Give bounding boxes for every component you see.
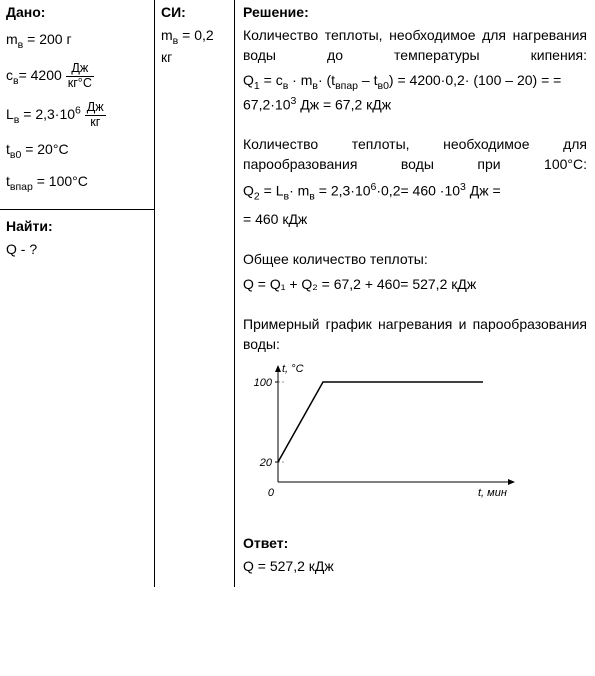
answer-block: Ответ: Q = 527,2 кДж — [243, 535, 587, 577]
find-header: Найти: — [6, 218, 148, 234]
paragraph-4: Примерный график нагревания и парообразо… — [243, 315, 587, 354]
c-fraction: Джкг°С — [66, 62, 94, 91]
svg-text:0: 0 — [268, 487, 275, 499]
find-q: Q - ? — [6, 240, 148, 260]
find-block: Найти: Q - ? — [0, 210, 154, 274]
equation-q2: Q2 = Lв· mв = 2,3·106·0,2= 460 ·103 Дж = — [243, 180, 587, 204]
answer-header: Ответ: — [243, 535, 587, 551]
equation-q1: Q1 = cв · mв· (tвпар – tв0) = 4200·0,2· … — [243, 71, 587, 115]
svg-text:20: 20 — [259, 457, 273, 469]
equation-q-total: Q = Q₁ + Q₂ = 67,2 + 460= 527,2 кДж — [243, 275, 587, 295]
given-mass: mв = 200 г — [6, 30, 148, 52]
given-t0: tв0 = 20°C — [6, 140, 148, 162]
given-L: Lв = 2,3·106 Джкг — [6, 101, 148, 130]
si-mass: mв = 0,2 кг — [161, 26, 228, 68]
svg-text:t, мин: t, мин — [478, 487, 507, 499]
given-header: Дано: — [6, 4, 148, 20]
L-fraction: Джкг — [85, 101, 106, 130]
svg-text:100: 100 — [254, 377, 273, 389]
paragraph-1: Количество теплоты, необходимое для нагр… — [243, 26, 587, 65]
solution-layout: Дано: mв = 200 г cв= 4200 Джкг°С Lв = 2,… — [0, 0, 595, 587]
equation-q2b: = 460 кДж — [243, 210, 587, 230]
heating-chart: t, °C t, мин 0 100 20 — [243, 362, 587, 515]
si-header: СИ: — [161, 4, 228, 20]
left-column: Дано: mв = 200 г cв= 4200 Джкг°С Lв = 2,… — [0, 0, 155, 587]
paragraph-2: Количество теплоты, необходимое для паро… — [243, 135, 587, 174]
given-tvap: tвпар = 100°C — [6, 172, 148, 194]
svg-text:t, °C: t, °C — [282, 363, 304, 375]
given-block: Дано: mв = 200 г cв= 4200 Джкг°С Lв = 2,… — [0, 0, 154, 210]
si-column: СИ: mв = 0,2 кг — [155, 0, 235, 587]
solution-header: Решение: — [243, 4, 587, 20]
given-c: cв= 4200 Джкг°С — [6, 62, 148, 91]
solution-column: Решение: Количество теплоты, необходимое… — [235, 0, 595, 587]
chart-svg: t, °C t, мин 0 100 20 — [243, 362, 523, 512]
answer-value: Q = 527,2 кДж — [243, 557, 587, 577]
paragraph-3: Общее количество теплоты: — [243, 250, 587, 270]
